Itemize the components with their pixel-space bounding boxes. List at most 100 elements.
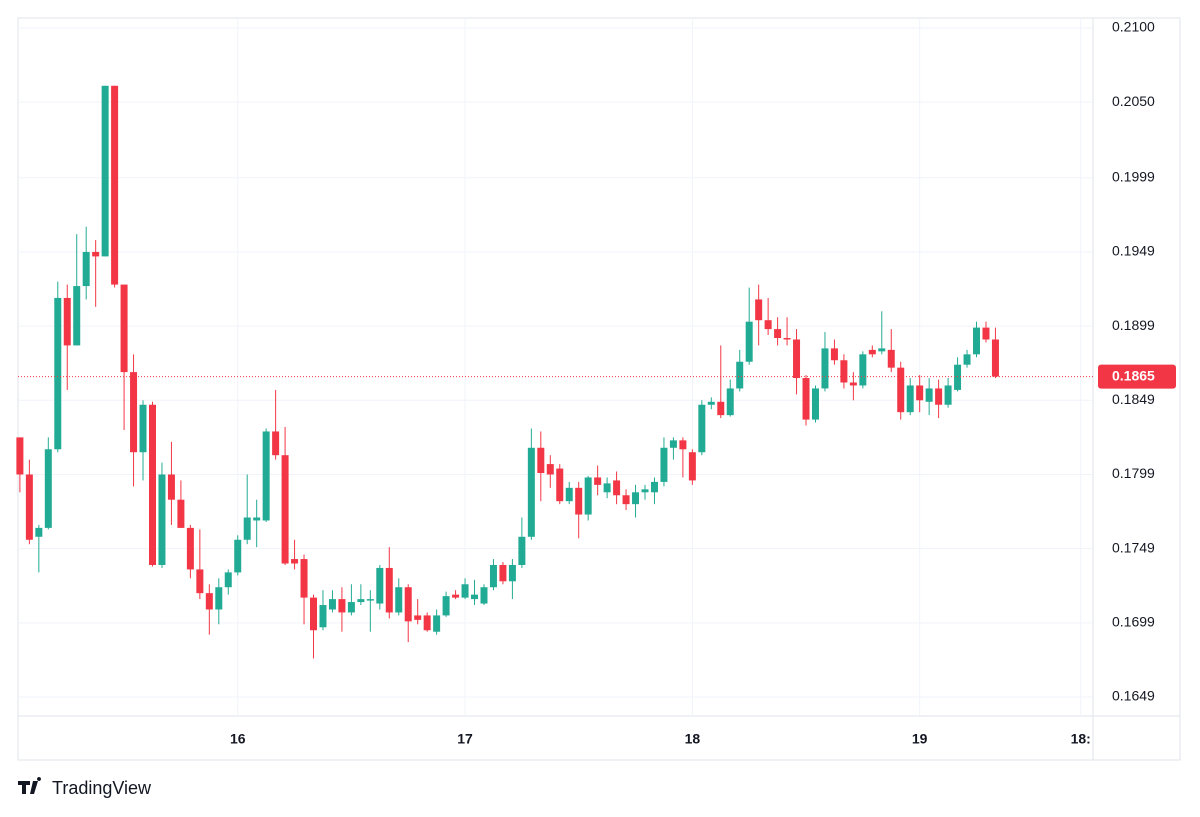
y-tick-label: 0.1799 [1112, 465, 1155, 481]
y-tick-label: 0.1699 [1112, 614, 1155, 630]
candle-body [82, 251, 90, 287]
candle-body [584, 477, 592, 515]
candle-body [471, 594, 479, 600]
candle-body [679, 440, 687, 450]
x-tick-label: 16 [230, 731, 246, 747]
candle-body [944, 385, 952, 405]
candle-body [698, 404, 706, 453]
y-tick-label: 0.2050 [1112, 93, 1155, 109]
candle-body [452, 594, 460, 598]
candle-body [764, 320, 772, 330]
candle-body [906, 385, 914, 413]
y-tick-label: 0.1949 [1112, 243, 1155, 259]
candle-body [395, 587, 403, 613]
candle-body [404, 587, 412, 622]
x-tick-label: 19 [912, 731, 928, 747]
candle-body [461, 584, 469, 598]
candle-body [291, 559, 299, 564]
last-price-label: 0.1865 [1112, 367, 1155, 383]
last-price-box [1098, 364, 1176, 389]
candle-body [205, 593, 213, 610]
candle-body [650, 481, 658, 493]
candle-body [527, 447, 535, 537]
candle-body [660, 447, 668, 482]
candle-body [489, 564, 497, 588]
candle-body [73, 286, 81, 346]
candle-body [518, 536, 526, 565]
candle-body [745, 321, 753, 362]
candle-body [357, 599, 365, 603]
candle-body [281, 455, 289, 564]
brand: TradingView [52, 778, 152, 798]
y-tick-label: 0.1649 [1112, 688, 1155, 704]
candle-body [707, 401, 715, 405]
candle-body [253, 517, 261, 521]
candle-body [963, 354, 971, 365]
logo-icon [18, 776, 42, 794]
candle-body [480, 587, 488, 604]
candle-body [868, 349, 876, 355]
candle-body [92, 251, 100, 257]
candle-body [991, 339, 999, 377]
candle-body [641, 489, 649, 493]
candle-body [594, 477, 602, 485]
candle-body [499, 564, 507, 582]
candle-body [736, 361, 744, 389]
candle-body [167, 474, 175, 500]
candle-body [508, 564, 516, 582]
candle-body [669, 440, 677, 448]
y-tick-label: 0.1749 [1112, 539, 1155, 555]
candle-body [310, 597, 318, 631]
candle-body [215, 587, 223, 610]
candle-body [262, 431, 270, 521]
y-tick-label: 0.1899 [1112, 317, 1155, 333]
candle-body [887, 349, 895, 368]
candle-body [414, 615, 422, 620]
candle-body [897, 367, 905, 413]
candle-body [821, 348, 829, 389]
candle-body [830, 348, 838, 361]
candle-body [338, 599, 346, 613]
candle-body [811, 388, 819, 420]
candle-body [575, 487, 583, 515]
candle-body [973, 327, 981, 355]
candle-body [158, 474, 166, 565]
candle-body [328, 599, 336, 610]
frame [17, 17, 1181, 761]
candle-body [234, 539, 242, 573]
candle-body [546, 464, 554, 475]
candle-body [840, 360, 848, 383]
x-tick-label: 18 [685, 731, 701, 747]
candle-body [442, 596, 450, 616]
candle-body [130, 372, 138, 453]
candle-body [632, 492, 640, 505]
candle-body [347, 602, 355, 613]
candle-body [376, 567, 384, 604]
y-tick-label: 0.1999 [1112, 168, 1155, 184]
candle-body [537, 447, 545, 473]
candle-body [63, 297, 71, 346]
candle-body [603, 483, 611, 493]
candle-body [433, 615, 441, 632]
candle-body [243, 517, 251, 540]
candle-body [859, 354, 867, 386]
candle-body [120, 284, 128, 373]
logo: TradingView [18, 776, 152, 798]
candle-body [16, 437, 24, 475]
y-tick-label: 0.1849 [1112, 391, 1155, 407]
candle-body [319, 605, 327, 628]
candle-body [688, 452, 696, 481]
candle-body [44, 449, 52, 528]
y-tick-label: 0.2100 [1112, 19, 1155, 35]
candle-body [139, 404, 147, 453]
candle-body [925, 388, 933, 402]
candle-body [622, 495, 630, 505]
candle-body [726, 388, 734, 416]
x-tick-label: 18: [1071, 731, 1091, 747]
candle-body [565, 487, 573, 502]
candle-body [148, 404, 156, 565]
candle-body [556, 468, 564, 502]
candle-body [793, 339, 801, 379]
candle-body [186, 527, 194, 570]
